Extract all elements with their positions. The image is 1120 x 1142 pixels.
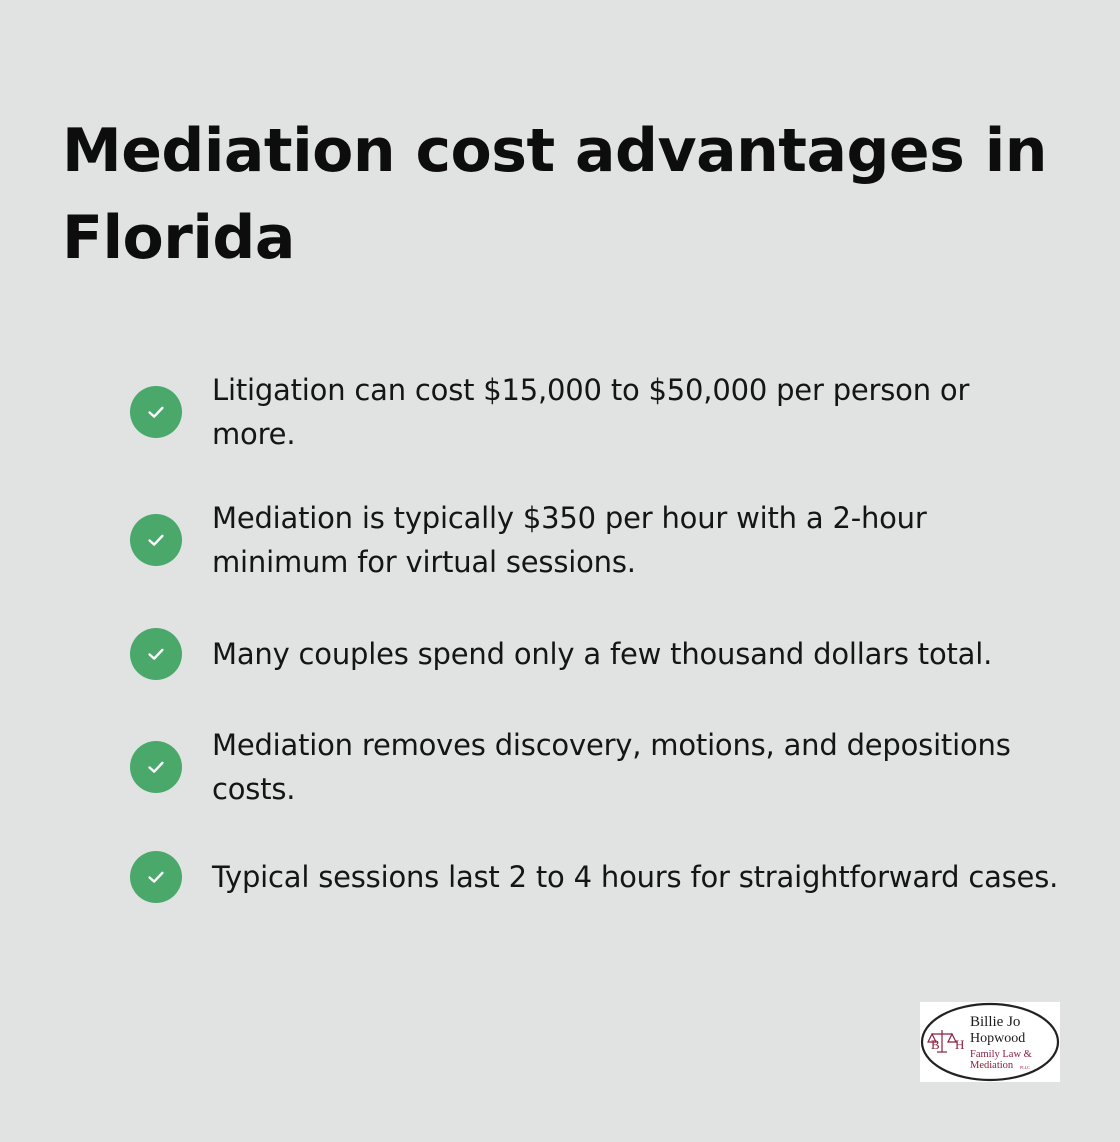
scales-icon bbox=[927, 1030, 957, 1053]
logo-name-line2: Hopwood bbox=[970, 1031, 1025, 1046]
benefit-text: Litigation can cost $15,000 to $50,000 p… bbox=[212, 373, 970, 451]
check-circle-icon bbox=[130, 628, 182, 680]
monogram-right: H bbox=[955, 1037, 964, 1052]
check-circle-icon bbox=[130, 741, 182, 793]
benefit-text: Typical sessions last 2 to 4 hours for s… bbox=[212, 860, 1059, 894]
logo-tagline-line1: Family Law & bbox=[970, 1049, 1032, 1060]
benefit-text: Mediation is typically $350 per hour wit… bbox=[212, 501, 927, 579]
monogram-left: B bbox=[931, 1037, 940, 1052]
check-circle-icon bbox=[130, 851, 182, 903]
logo-name-line1: Billie Jo bbox=[970, 1014, 1020, 1030]
logo-mark: B H Billie Jo Hopwood Family Law & Media… bbox=[920, 1002, 1060, 1082]
logo-suffix: PLLC bbox=[1020, 1065, 1030, 1070]
list-item: Mediation removes discovery, motions, an… bbox=[130, 723, 1060, 811]
list-item: Litigation can cost $15,000 to $50,000 p… bbox=[130, 368, 1060, 456]
check-circle-icon bbox=[130, 514, 182, 566]
logo-tagline-line2: Mediation bbox=[970, 1060, 1014, 1071]
list-item: Typical sessions last 2 to 4 hours for s… bbox=[130, 851, 1060, 903]
benefit-text: Mediation removes discovery, motions, an… bbox=[212, 728, 1011, 806]
benefit-text: Many couples spend only a few thousand d… bbox=[212, 637, 993, 671]
page-title: Mediation cost advantages in Florida bbox=[62, 116, 1048, 273]
firm-logo: B H Billie Jo Hopwood Family Law & Media… bbox=[920, 1002, 1060, 1082]
list-item: Mediation is typically $350 per hour wit… bbox=[130, 496, 1060, 584]
benefit-list: Litigation can cost $15,000 to $50,000 p… bbox=[130, 368, 1060, 903]
list-item: Many couples spend only a few thousand d… bbox=[130, 628, 1060, 680]
check-circle-icon bbox=[130, 386, 182, 438]
